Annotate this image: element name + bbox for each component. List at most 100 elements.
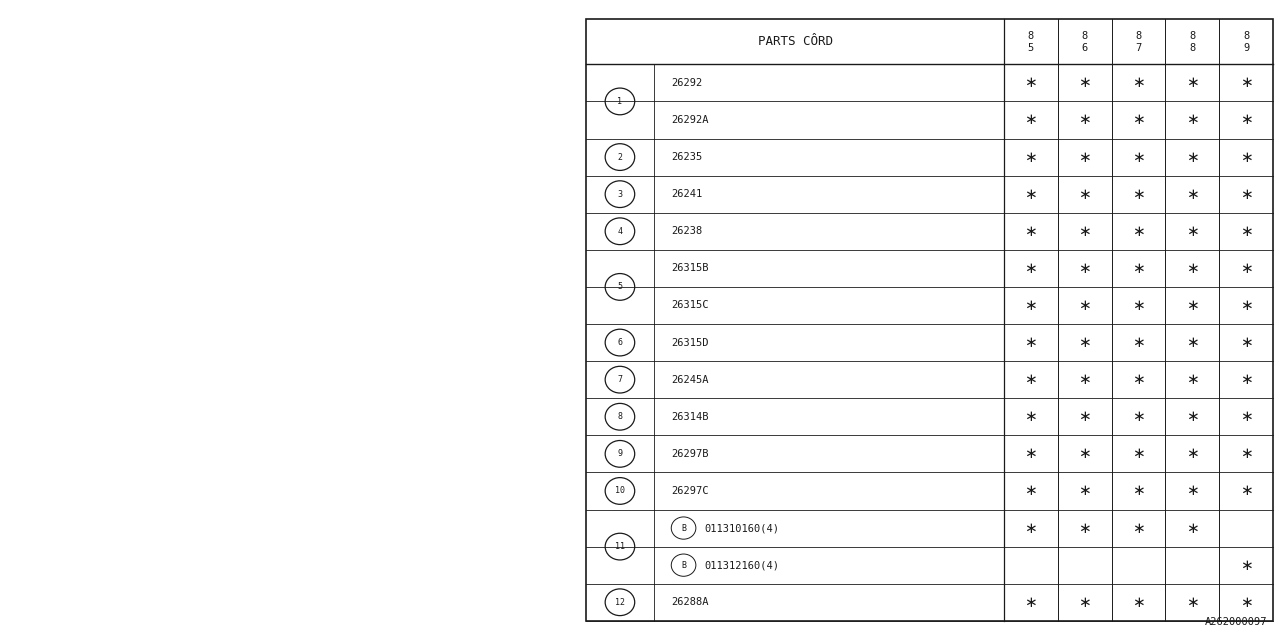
Text: 3: 3	[617, 189, 622, 198]
Text: 26314B: 26314B	[671, 412, 709, 422]
Text: ∗: ∗	[1239, 409, 1252, 424]
Text: ∗: ∗	[1239, 150, 1252, 164]
Text: 5: 5	[1028, 43, 1034, 52]
Text: ∗: ∗	[1132, 409, 1144, 424]
Text: ∗: ∗	[1024, 76, 1037, 90]
Text: ∗: ∗	[1078, 483, 1091, 499]
Text: ∗: ∗	[1024, 150, 1037, 164]
Text: ∗: ∗	[1239, 446, 1252, 461]
Text: 26238: 26238	[671, 227, 703, 236]
Text: ∗: ∗	[1024, 372, 1037, 387]
Text: ∗: ∗	[1078, 76, 1091, 90]
Text: ∗: ∗	[1185, 150, 1198, 164]
Text: 26297B: 26297B	[671, 449, 709, 459]
Text: 8: 8	[1082, 31, 1088, 41]
Text: ∗: ∗	[1239, 261, 1252, 276]
Text: 011312160(4): 011312160(4)	[704, 560, 780, 570]
Text: 6: 6	[617, 338, 622, 347]
Text: ∗: ∗	[1185, 409, 1198, 424]
Text: 1: 1	[617, 97, 622, 106]
Text: 11: 11	[614, 542, 625, 551]
Text: ∗: ∗	[1132, 372, 1144, 387]
Text: 8: 8	[1189, 31, 1196, 41]
Text: 10: 10	[614, 486, 625, 495]
Text: ∗: ∗	[1132, 113, 1144, 127]
Text: ∗: ∗	[1078, 224, 1091, 239]
Text: ∗: ∗	[1239, 372, 1252, 387]
Text: ∗: ∗	[1024, 187, 1037, 202]
Text: 26297C: 26297C	[671, 486, 709, 496]
Text: ∗: ∗	[1239, 224, 1252, 239]
Text: 26245A: 26245A	[671, 374, 709, 385]
Text: ∗: ∗	[1185, 76, 1198, 90]
Text: ∗: ∗	[1185, 595, 1198, 610]
Text: 26235: 26235	[671, 152, 703, 162]
Text: 7: 7	[617, 375, 622, 384]
Text: ∗: ∗	[1078, 298, 1091, 313]
Text: ∗: ∗	[1239, 335, 1252, 350]
Text: ∗: ∗	[1078, 335, 1091, 350]
Text: 26315D: 26315D	[671, 337, 709, 348]
Text: 5: 5	[617, 282, 622, 291]
Text: 26292: 26292	[671, 78, 703, 88]
Text: ∗: ∗	[1185, 483, 1198, 499]
Text: A262000097: A262000097	[1204, 617, 1267, 627]
Text: 9: 9	[1243, 43, 1249, 52]
Text: ∗: ∗	[1239, 76, 1252, 90]
Text: B: B	[681, 561, 686, 570]
Text: ∗: ∗	[1239, 483, 1252, 499]
Text: ∗: ∗	[1024, 483, 1037, 499]
Text: ∗: ∗	[1132, 520, 1144, 536]
Text: 2: 2	[617, 152, 622, 161]
Text: ∗: ∗	[1239, 187, 1252, 202]
Text: ∗: ∗	[1132, 187, 1144, 202]
Text: 7: 7	[1135, 43, 1142, 52]
Text: ∗: ∗	[1078, 446, 1091, 461]
Text: ∗: ∗	[1078, 520, 1091, 536]
Text: ∗: ∗	[1078, 595, 1091, 610]
Text: PARTS CÔRD: PARTS CÔRD	[758, 35, 832, 48]
Text: 011310160(4): 011310160(4)	[704, 523, 780, 533]
Text: ∗: ∗	[1024, 113, 1037, 127]
Text: 26315C: 26315C	[671, 300, 709, 310]
Text: ∗: ∗	[1239, 298, 1252, 313]
Text: ∗: ∗	[1024, 409, 1037, 424]
Text: 9: 9	[617, 449, 622, 458]
Text: ∗: ∗	[1185, 335, 1198, 350]
Text: ∗: ∗	[1078, 187, 1091, 202]
Text: 8: 8	[1135, 31, 1142, 41]
Text: ∗: ∗	[1078, 409, 1091, 424]
Text: ∗: ∗	[1132, 335, 1144, 350]
Text: ∗: ∗	[1185, 261, 1198, 276]
Text: ∗: ∗	[1024, 224, 1037, 239]
Text: ∗: ∗	[1132, 150, 1144, 164]
Text: ∗: ∗	[1185, 520, 1198, 536]
Text: 4: 4	[617, 227, 622, 236]
Text: 26315B: 26315B	[671, 264, 709, 273]
Text: ∗: ∗	[1132, 483, 1144, 499]
Text: ∗: ∗	[1239, 113, 1252, 127]
Text: ∗: ∗	[1078, 150, 1091, 164]
Text: ∗: ∗	[1132, 224, 1144, 239]
Text: 26241: 26241	[671, 189, 703, 199]
Text: ∗: ∗	[1185, 224, 1198, 239]
Text: ∗: ∗	[1132, 298, 1144, 313]
Text: ∗: ∗	[1132, 76, 1144, 90]
Text: ∗: ∗	[1024, 335, 1037, 350]
Text: 6: 6	[1082, 43, 1088, 52]
Text: 12: 12	[614, 598, 625, 607]
Text: ∗: ∗	[1185, 372, 1198, 387]
Text: 26292A: 26292A	[671, 115, 709, 125]
Text: ∗: ∗	[1024, 298, 1037, 313]
Text: ∗: ∗	[1185, 298, 1198, 313]
Text: ∗: ∗	[1078, 113, 1091, 127]
Text: ∗: ∗	[1185, 187, 1198, 202]
Text: ∗: ∗	[1024, 595, 1037, 610]
Text: ∗: ∗	[1132, 261, 1144, 276]
Text: 8: 8	[1028, 31, 1034, 41]
Text: ∗: ∗	[1132, 595, 1144, 610]
Text: ∗: ∗	[1185, 113, 1198, 127]
Text: 8: 8	[617, 412, 622, 421]
Text: ∗: ∗	[1132, 446, 1144, 461]
Text: B: B	[681, 524, 686, 532]
